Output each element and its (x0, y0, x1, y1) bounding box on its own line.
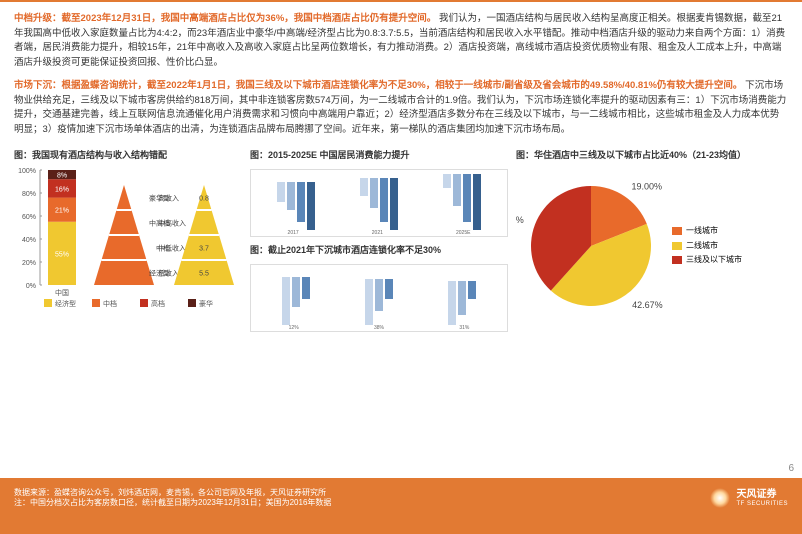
svg-text:40%: 40% (22, 237, 36, 244)
svg-text:19.00%: 19.00% (631, 181, 662, 191)
brand-en: TF SECURITIES (736, 501, 788, 509)
svg-text:豪华型: 豪华型 (149, 193, 170, 202)
svg-text:38.33%: 38.33% (516, 215, 524, 225)
lead-sinking: 市场下沉：根据盈蝶咨询统计，截至2022年1月1日，我国三线及以下城市酒店连锁化… (14, 80, 742, 91)
charts-row: 图：我国现有酒店结构与收入结构错配 0% 20% 40% 60% 80% 100% 55%… (14, 146, 788, 332)
svg-text:经济型: 经济型 (55, 299, 76, 308)
svg-text:经济型: 经济型 (149, 268, 170, 277)
svg-text:0.8: 0.8 (199, 195, 209, 202)
pie-title: 图：华住酒店中三线及以下城市占比近40%（21-23均值） (516, 148, 786, 161)
svg-text:中高档: 中高档 (149, 218, 170, 227)
svg-text:20%: 20% (22, 260, 36, 267)
svg-text:100%: 100% (18, 168, 36, 175)
svg-text:5.5: 5.5 (199, 270, 209, 277)
summary-upgrade: 中档升级：截至2023年12月31日，我国中高端酒店占比仅为36%，我国中档酒店… (14, 12, 788, 71)
svg-text:豪华: 豪华 (199, 299, 213, 308)
pie-svg: 19.00% 42.67% 38.33% (516, 171, 666, 321)
svg-text:0%: 0% (26, 283, 36, 290)
page-number: 6 (788, 463, 794, 474)
svg-text:3.7: 3.7 (199, 245, 209, 252)
lead-upgrade: 中档升级：截至2023年12月31日，我国中高端酒店占比仅为36%，我国中档酒店… (14, 13, 436, 24)
chart-mid-title-bottom: 图：截止2021年下沉城市酒店连锁化率不足30% (250, 243, 510, 256)
footer-brand: 天风证券 TF SECURITIES (710, 488, 788, 509)
chart-huazhu-pie: 图：华住酒店中三线及以下城市占比近40%（21-23均值） 19.00% 42.6… (516, 146, 786, 332)
svg-text:42.67%: 42.67% (632, 300, 663, 310)
svg-text:21%: 21% (55, 207, 69, 214)
svg-text:8%: 8% (57, 172, 67, 179)
svg-text:80%: 80% (22, 191, 36, 198)
svg-text:中档: 中档 (156, 243, 170, 252)
svg-text:高档: 高档 (151, 299, 165, 308)
svg-text:55%: 55% (55, 251, 69, 258)
chart1-title: 图：我国现有酒店结构与收入结构错配 (14, 148, 244, 161)
chart-mid-column: 图：2015-2025E 中国居民消费能力提升 201720212025E 图：… (250, 146, 510, 332)
footer-bar: 数据来源：盈蝶咨询公众号，刘炜酒店网，麦肯锡，各公司官网及年报，天风证券研究所 … (0, 478, 802, 516)
chart-consumption-uplift: 201720212025E (250, 169, 508, 237)
chart-structure-mismatch: 图：我国现有酒店结构与收入结构错配 0% 20% 40% 60% 80% 100% 55%… (14, 146, 244, 332)
chart-chain-rate: 12%38%31% (250, 264, 508, 332)
chart-mid-title-top: 图：2015-2025E 中国居民消费能力提升 (250, 148, 510, 161)
svg-text:16%: 16% (55, 186, 69, 193)
svg-text:60%: 60% (22, 214, 36, 221)
footer-source: 数据来源：盈蝶咨询公众号，刘炜酒店网，麦肯锡，各公司官网及年报，天风证券研究所 (14, 488, 331, 498)
svg-text:中国: 中国 (55, 288, 69, 297)
pie-legend: 一线城市二线城市三线及以下城市 (672, 224, 742, 267)
brand-logo-icon (710, 488, 730, 508)
footer-note: 注：中国分档次占比为客房数口径，统计截至日期为2023年12月31日；美国为20… (14, 498, 331, 508)
chart1-svg: 0%20%40%60%80%100% 55%21%16%8%中国 高收入中高收入… (14, 165, 244, 315)
brand-cn: 天风证券 (736, 488, 788, 501)
svg-text:中档: 中档 (103, 299, 117, 308)
summary-sinking: 市场下沉：根据盈蝶咨询统计，截至2022年1月1日，我国三线及以下城市酒店连锁化… (14, 79, 788, 138)
